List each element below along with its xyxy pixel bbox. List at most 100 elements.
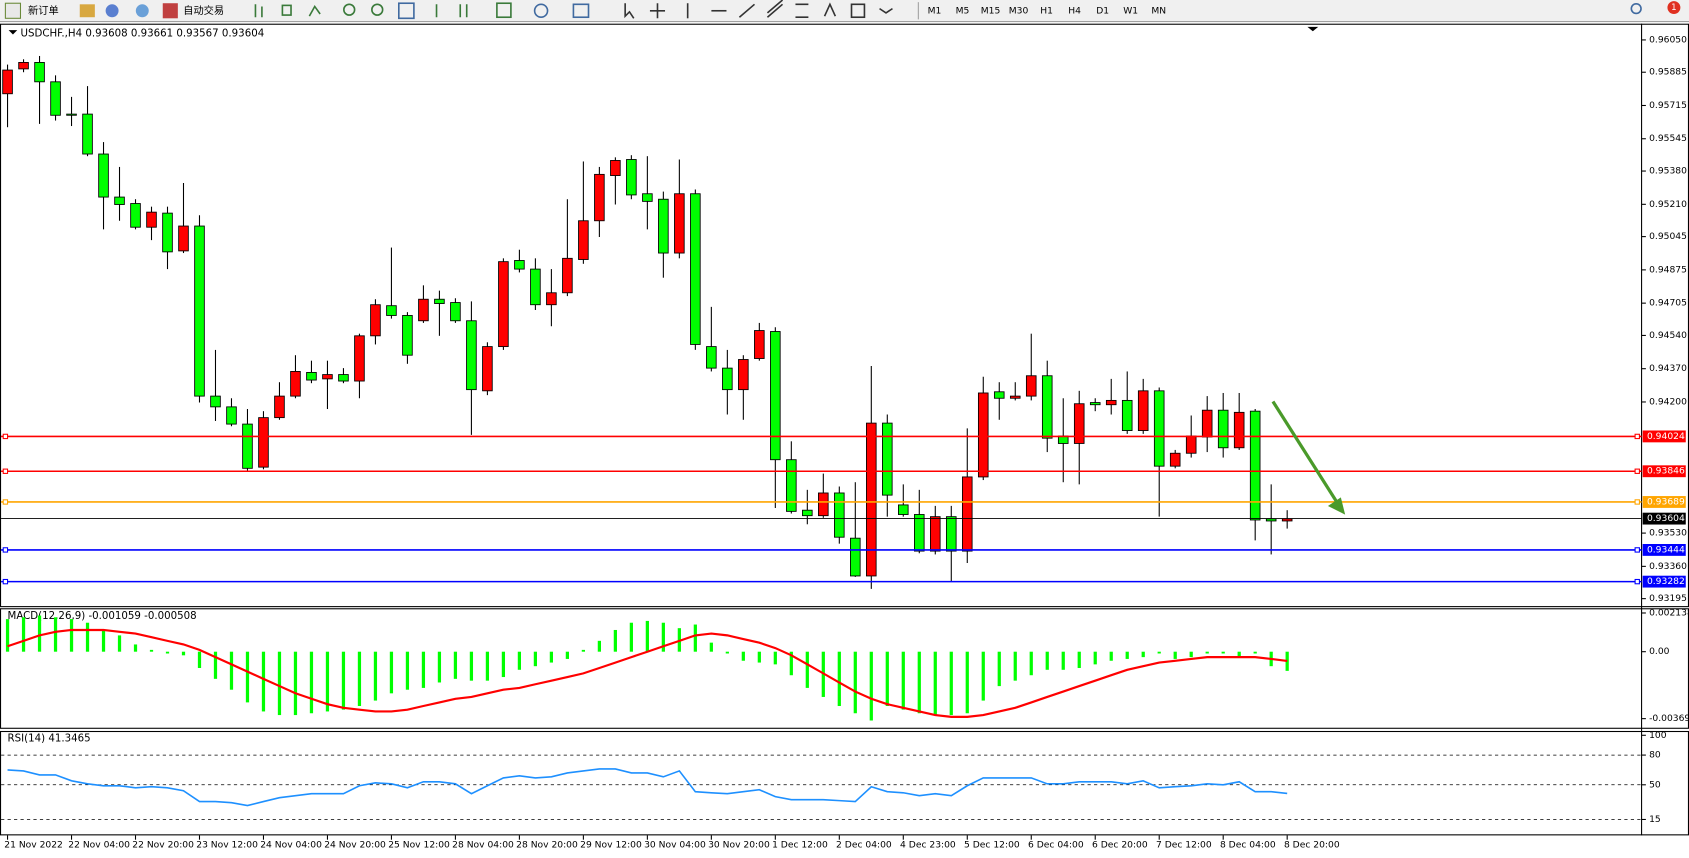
timeframe-button[interactable]: MN [1151, 6, 1166, 16]
line-handle[interactable] [2, 433, 9, 440]
candle-body [1105, 399, 1117, 406]
search-icon[interactable] [1630, 2, 1642, 15]
template-icon[interactable] [572, 3, 590, 19]
candle-body [1041, 375, 1053, 439]
candle-body [258, 417, 269, 468]
macd-title: MACD(12,26,9) -0.001059 -0.000508 [8, 611, 197, 622]
line-handle[interactable] [2, 499, 9, 505]
toolbar-icon[interactable] [79, 4, 95, 18]
line-handle[interactable] [1634, 547, 1640, 553]
timeframe-button[interactable]: W1 [1123, 6, 1138, 16]
toolbar-icon[interactable] [135, 4, 149, 18]
candle-body [18, 62, 29, 70]
timeframe-button[interactable]: M1 [928, 6, 942, 16]
line-handle[interactable] [1634, 433, 1640, 440]
x-tick-label: 8 Dec 20:00 [1284, 841, 1340, 851]
price-label-box [1642, 465, 1686, 478]
fibo-icon[interactable] [795, 3, 809, 19]
price-label-box [1642, 575, 1686, 588]
auto-trading-button[interactable]: 自动交易 [183, 4, 224, 17]
timeframe-button[interactable]: M30 [1009, 6, 1029, 16]
zoom-out-icon[interactable] [371, 3, 384, 16]
new-order-icon[interactable] [4, 2, 22, 19]
y-tick-label: 0.95715 [1649, 101, 1687, 111]
tile-icon[interactable] [397, 2, 415, 20]
candle-body [786, 459, 797, 512]
plots: 0.96050 0.95885 0.95715 0.95545 0.95380 0.952… [1, 35, 1689, 851]
candle-body [1201, 409, 1213, 438]
candle-body [770, 331, 781, 461]
price-panel-border [0, 23, 1689, 608]
timeframe-button[interactable]: H1 [1040, 6, 1053, 16]
timeframe-button[interactable]: M5 [956, 6, 970, 16]
text-icon[interactable] [823, 2, 837, 17]
bar-chart-icon[interactable] [254, 4, 263, 18]
trendline-icon[interactable] [738, 3, 756, 18]
candle-body [674, 193, 685, 254]
line-handle[interactable] [1634, 578, 1640, 585]
candle-body [466, 320, 477, 391]
x-tick-label: 6 Dec 04:00 [1028, 841, 1084, 851]
candle-body [961, 476, 973, 552]
candle-body [738, 359, 749, 391]
line-handle[interactable] [1634, 499, 1640, 505]
candle-body [882, 422, 893, 496]
candle-body [98, 153, 109, 198]
timeframe-button[interactable]: D1 [1096, 6, 1109, 16]
zoom-in-icon[interactable] [343, 3, 356, 16]
new-order-button[interactable]: 新订单 [28, 4, 59, 17]
candle-body [993, 391, 1005, 399]
line-handle[interactable] [2, 468, 9, 474]
candle-body [418, 298, 429, 322]
x-tick-label: 23 Nov 12:00 [196, 841, 258, 851]
indicators-icon[interactable] [496, 2, 512, 19]
candle-body [850, 537, 861, 577]
candle-body [834, 492, 845, 538]
crosshair-icon[interactable] [649, 3, 666, 19]
y-tick-label: 15 [1649, 815, 1661, 825]
candle-body [530, 268, 541, 306]
candle-body [114, 196, 125, 205]
candle-body [386, 305, 397, 316]
candle-body [66, 113, 77, 116]
line-icon[interactable] [308, 4, 321, 17]
y-tick-label: 100 [1649, 731, 1667, 741]
price-label-box [1642, 496, 1686, 508]
candle-body [610, 160, 621, 176]
x-tick-label: 22 Nov 20:00 [132, 841, 194, 851]
price-label: 0.93846 [1647, 467, 1685, 477]
trend-arrowhead [1327, 497, 1346, 515]
timeframe-button[interactable]: H4 [1068, 6, 1081, 16]
line-handle[interactable] [1634, 468, 1640, 474]
candle-body [1233, 411, 1245, 449]
label-icon[interactable] [850, 3, 866, 19]
candle-body [290, 371, 301, 397]
candle-icon[interactable] [281, 4, 292, 16]
candle-body [130, 203, 141, 228]
candle-body [1217, 409, 1229, 449]
scroll-icons[interactable] [435, 4, 468, 18]
notification-badge[interactable] [1667, 1, 1681, 14]
line-handle[interactable] [2, 578, 9, 585]
auto-trading-icon[interactable] [162, 3, 178, 19]
timeframe-button[interactable]: M15 [981, 6, 1001, 16]
candle-body [1169, 452, 1181, 467]
y-tick-label: 0.95885 [1649, 68, 1687, 78]
toolbar-icon[interactable] [105, 4, 119, 18]
period-icon[interactable] [533, 3, 549, 19]
channel-icon[interactable] [766, 0, 784, 18]
candle-body [194, 225, 205, 397]
cursor-icon[interactable] [624, 3, 635, 19]
x-tick-label: 1 Dec 12:00 [772, 841, 828, 851]
candle-body [945, 516, 957, 552]
x-tick-label: 30 Nov 20:00 [708, 841, 770, 851]
candle-body [82, 113, 93, 155]
line-handle[interactable] [2, 547, 9, 553]
rsi-panel-border [0, 730, 1689, 836]
candle-body [1121, 399, 1133, 431]
candle-body [562, 257, 573, 294]
arrows-icon[interactable] [879, 7, 893, 14]
candle-body [2, 69, 13, 95]
x-tick-label: 28 Nov 04:00 [452, 841, 514, 851]
